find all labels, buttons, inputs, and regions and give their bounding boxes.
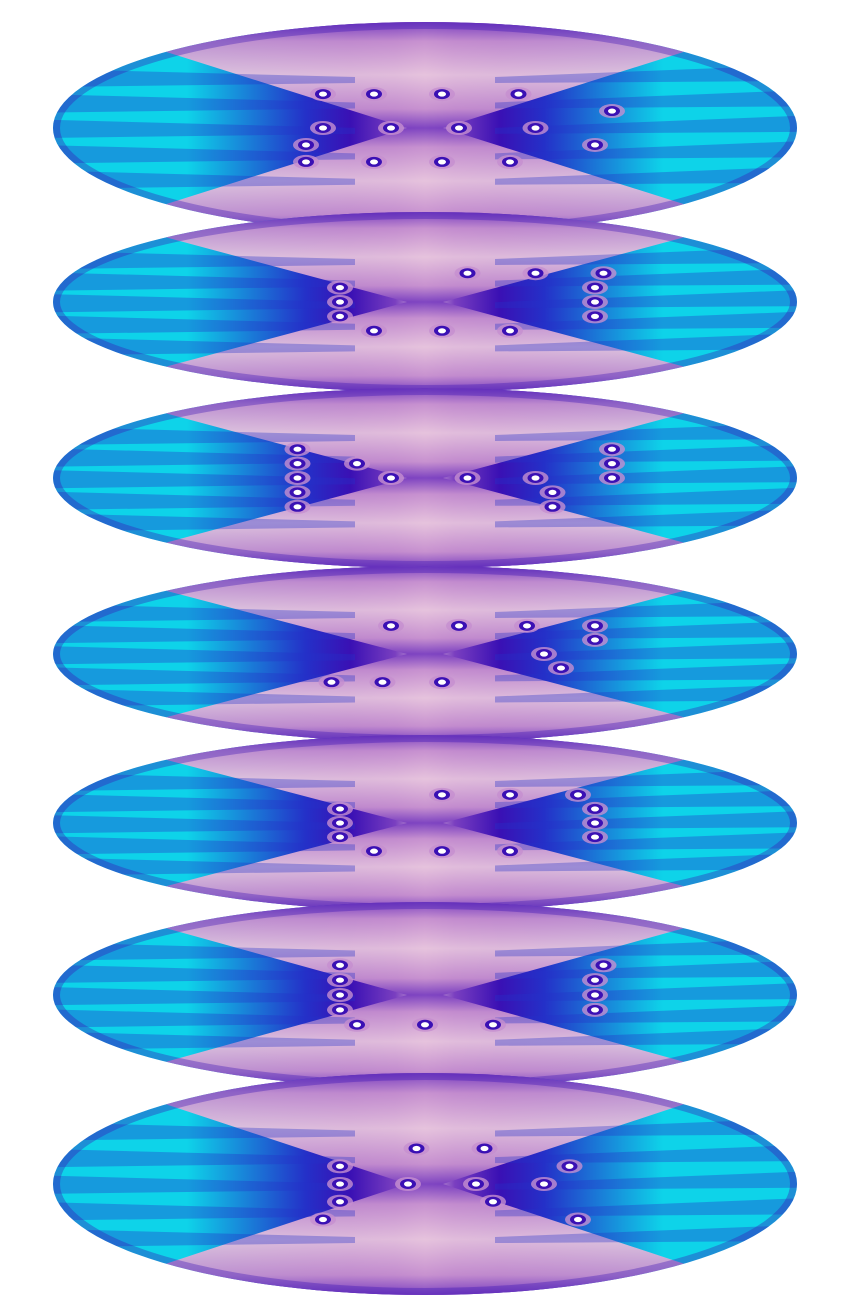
ring-marker: [446, 121, 472, 135]
ring-marker: [284, 485, 311, 500]
panel-6: [53, 902, 797, 1088]
panel-4: [53, 566, 797, 742]
ring-marker: [497, 154, 523, 169]
ring-marker: [582, 988, 608, 1002]
ring-marker: [293, 154, 319, 169]
ring-marker: [327, 801, 353, 816]
ring-marker: [565, 1212, 591, 1227]
ring-marker: [514, 618, 540, 633]
panel-7: [53, 1073, 797, 1295]
ring-marker: [522, 266, 549, 281]
ring-marker: [480, 1194, 506, 1209]
ring-marker: [582, 973, 608, 988]
ring-marker: [539, 485, 566, 500]
ring-marker: [548, 661, 574, 676]
ring-marker: [556, 1159, 583, 1174]
ring-marker: [327, 830, 353, 845]
ring-marker: [429, 323, 455, 338]
ring-marker: [318, 675, 345, 690]
ring-marker: [327, 280, 353, 295]
ring-marker: [327, 295, 353, 309]
ring-marker: [378, 471, 404, 485]
ring-marker: [539, 499, 566, 514]
ring-marker: [582, 618, 608, 633]
ring-marker: [599, 471, 625, 485]
ring-marker: [582, 830, 608, 845]
ring-marker: [582, 801, 608, 816]
ring-marker: [284, 456, 311, 471]
ring-marker: [395, 1177, 421, 1191]
ring-marker: [361, 844, 387, 859]
ring-marker: [327, 1002, 353, 1017]
ring-marker: [590, 266, 617, 281]
ring-marker: [497, 844, 523, 859]
ring-marker: [412, 1017, 438, 1032]
ring-marker: [327, 309, 353, 324]
ring-marker: [344, 456, 370, 471]
ring-marker: [582, 816, 608, 830]
ring-marker: [284, 471, 311, 485]
ring-marker: [599, 442, 625, 457]
ring-marker: [531, 1177, 557, 1191]
ring-marker: [429, 675, 455, 690]
ring-marker: [429, 844, 455, 859]
ring-marker: [471, 1141, 498, 1156]
ring-marker: [480, 1017, 506, 1032]
ring-marker: [446, 618, 472, 633]
ring-marker: [531, 647, 557, 661]
panel-1: [53, 22, 797, 234]
ring-marker: [293, 137, 319, 152]
ring-marker: [361, 87, 387, 102]
ring-marker: [310, 121, 336, 135]
ring-marker: [378, 121, 404, 135]
ring-marker: [582, 137, 608, 152]
ring-marker: [429, 154, 455, 169]
ring-marker: [497, 323, 523, 338]
ring-marker: [327, 958, 353, 973]
ring-marker: [310, 1212, 336, 1227]
ring-marker: [369, 675, 396, 690]
ring-marker: [361, 323, 387, 338]
ring-marker: [454, 266, 481, 281]
ring-marker: [327, 1177, 353, 1191]
ring-marker: [284, 499, 311, 514]
ring-marker: [599, 456, 625, 471]
ring-marker: [497, 787, 523, 802]
ring-marker: [429, 87, 455, 102]
ring-marker: [565, 787, 591, 802]
ring-marker: [599, 104, 625, 119]
ring-marker: [582, 1002, 608, 1017]
ring-marker: [327, 988, 353, 1002]
ring-marker: [582, 295, 608, 309]
ring-marker: [505, 87, 532, 102]
ring-marker: [590, 958, 617, 973]
ring-marker: [582, 632, 608, 647]
ring-marker: [327, 1159, 353, 1174]
ring-marker: [310, 87, 336, 102]
ring-marker: [522, 471, 549, 485]
ring-marker: [582, 280, 608, 295]
ring-marker: [327, 816, 353, 830]
ring-marker: [429, 787, 455, 802]
ring-marker: [344, 1017, 370, 1032]
ring-marker: [327, 973, 353, 988]
ring-marker: [327, 1194, 353, 1209]
panel-5: [53, 735, 797, 911]
ring-marker: [463, 1177, 489, 1191]
ring-marker: [403, 1141, 430, 1156]
ring-marker: [582, 309, 608, 324]
ring-marker: [378, 618, 404, 633]
ring-marker: [522, 121, 549, 135]
panel-3: [53, 388, 797, 568]
ring-marker: [284, 442, 311, 457]
ring-marker: [454, 471, 481, 485]
ring-marker: [361, 154, 387, 169]
panel-2: [53, 212, 797, 392]
